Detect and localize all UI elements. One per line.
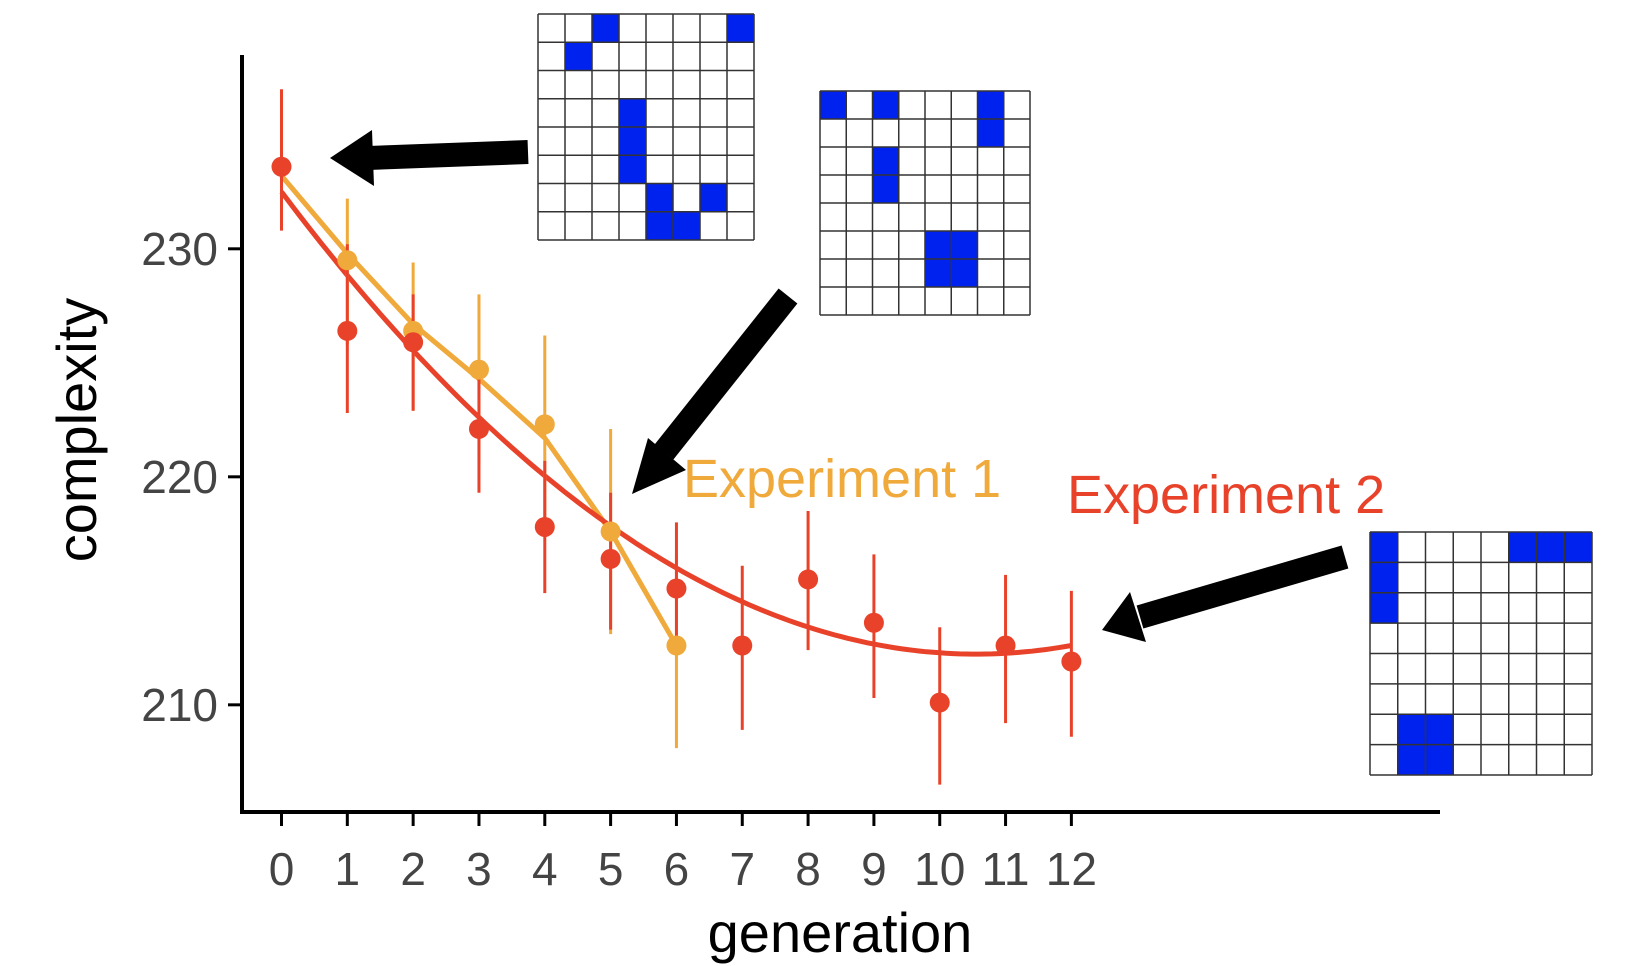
x-tick-label: 12 [1046, 843, 1097, 895]
y-axis-title: complexity [45, 298, 108, 563]
inset-filled-cell [951, 259, 978, 287]
inset-filled-cell [646, 211, 673, 240]
point-experiment-2 [1061, 651, 1082, 672]
x-tick-label: 0 [269, 843, 295, 895]
point-experiment-1 [600, 521, 621, 542]
inset-filled-cell [727, 14, 754, 43]
inset-filled-cell [619, 98, 646, 127]
inset-filled-cell [646, 183, 673, 212]
inset-filled-cell [619, 155, 646, 184]
y-tick-label: 230 [141, 223, 218, 275]
point-experiment-2 [534, 516, 555, 537]
inset-filled-cell [977, 91, 1004, 119]
inset-filled-cell [1370, 532, 1398, 563]
x-tick-label: 2 [400, 843, 426, 895]
arrow-to-gen5 [632, 288, 798, 494]
inset-filled-cell [619, 127, 646, 156]
point-experiment-1 [666, 635, 687, 656]
x-tick-label: 11 [982, 843, 1030, 895]
inset-filled-cell [1370, 562, 1398, 593]
point-experiment-2 [798, 569, 819, 590]
inset-grid-generation-12 [1369, 531, 1593, 776]
x-tick-label: 10 [914, 843, 965, 895]
inset-filled-cell [872, 175, 899, 203]
inset-filled-cell [592, 14, 619, 43]
y-tick-label: 210 [141, 679, 218, 731]
point-experiment-1 [534, 414, 555, 435]
point-experiment-2 [403, 332, 424, 353]
inset-filled-cell [1508, 532, 1537, 563]
x-tick-label: 3 [466, 843, 492, 895]
inset-filled-cell [925, 259, 952, 287]
inset-filled-cell [1370, 592, 1398, 624]
y-ticks: 210 220 230 [141, 223, 242, 731]
x-tick-label: 4 [532, 843, 558, 895]
x-tick-label: 7 [729, 843, 755, 895]
x-ticks: 0 1 2 3 4 5 6 7 8 9 10 11 12 [269, 812, 1097, 895]
inset-filled-cell [872, 91, 899, 119]
inset-filled-cell [820, 91, 847, 119]
x-tick-label: 1 [335, 843, 361, 895]
y-tick-label: 220 [141, 451, 218, 503]
arrows [330, 130, 1349, 642]
data-points [271, 156, 1082, 713]
inset-filled-cell [872, 147, 899, 175]
x-tick-label: 9 [861, 843, 887, 895]
point-experiment-2 [271, 156, 292, 177]
x-axis-title: generation [708, 901, 973, 964]
inset-grid-generation-5 [819, 90, 1031, 316]
point-experiment-2 [468, 418, 489, 439]
inset-filled-cell [1536, 532, 1565, 563]
label-experiment-2: Experiment 2 [1067, 465, 1385, 525]
x-tick-label: 6 [664, 843, 690, 895]
inset-filled-cell [1425, 714, 1454, 745]
inset-filled-cell [977, 119, 1004, 147]
inset-filled-cell [1397, 714, 1426, 745]
point-experiment-2 [929, 692, 950, 713]
inset-grid-generation-0 [537, 13, 755, 241]
point-experiment-2 [666, 578, 687, 599]
inset-filled-cell [1564, 532, 1592, 563]
x-tick-label: 5 [598, 843, 624, 895]
inset-filled-cell [673, 211, 700, 240]
inset-filled-cell [1397, 744, 1426, 775]
arrow-to-gen0 [330, 130, 529, 186]
pattern-insets [537, 13, 1593, 776]
inset-filled-cell [565, 42, 592, 71]
x-tick-label: 8 [795, 843, 821, 895]
point-experiment-2 [863, 612, 884, 633]
inset-filled-cell [700, 183, 727, 212]
inset-filled-cell [1425, 744, 1454, 775]
axes [240, 55, 1440, 814]
label-experiment-1: Experiment 1 [683, 449, 1001, 509]
point-experiment-1 [337, 250, 358, 271]
inset-filled-cell [925, 231, 952, 259]
point-experiment-1 [468, 359, 489, 380]
point-experiment-2 [600, 548, 621, 569]
arrow-to-gen12 [1102, 545, 1349, 642]
point-experiment-2 [337, 320, 358, 341]
point-experiment-2 [995, 635, 1016, 656]
point-experiment-2 [732, 635, 753, 656]
inset-filled-cell [951, 231, 978, 259]
